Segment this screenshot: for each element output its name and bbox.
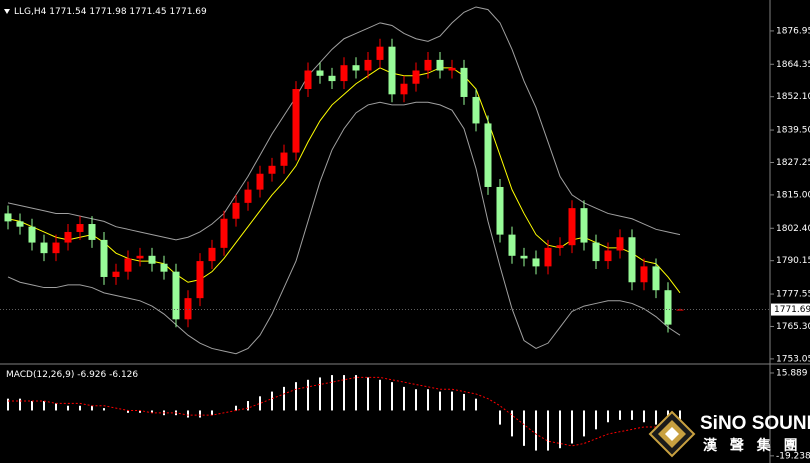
candle-body xyxy=(568,208,576,246)
candle-body xyxy=(100,239,108,277)
candle-body xyxy=(292,89,300,153)
candle-body xyxy=(76,224,84,232)
candle-body xyxy=(88,224,96,240)
candle-body xyxy=(616,237,624,251)
candle-body xyxy=(436,59,444,71)
candle-body xyxy=(496,186,504,235)
y-tick-label: 1753.05 xyxy=(776,354,810,364)
candle-body xyxy=(256,173,264,190)
header-close: 1771.69 xyxy=(170,7,207,17)
y-tick-label: 1827.25 xyxy=(776,158,810,168)
logo-core xyxy=(665,427,679,441)
overlay-line xyxy=(7,67,681,294)
candle-body xyxy=(64,231,72,243)
y-tick-label: 1777.55 xyxy=(776,290,810,300)
candle-body xyxy=(364,59,372,71)
signal-value: -6.126 xyxy=(109,370,138,380)
overlay-line xyxy=(7,101,681,355)
signal-line xyxy=(8,376,681,447)
y-tick-label: 1765.30 xyxy=(776,322,810,332)
symbol: LLG,H4 xyxy=(14,7,47,17)
candle-body xyxy=(412,70,420,84)
y-tick-label: -19.238 xyxy=(776,451,810,461)
candle-body xyxy=(376,46,384,60)
y-tick-label: 15.889 xyxy=(776,368,808,378)
current-price-label: 1771.69 xyxy=(774,305,810,315)
candle-body xyxy=(16,221,24,227)
y-tick-label: 1790.15 xyxy=(776,256,810,266)
candle-body xyxy=(652,266,660,291)
logo-name: SiNO SOUND xyxy=(700,413,810,434)
candle-body xyxy=(304,70,312,90)
candle-body xyxy=(460,67,468,97)
candle-body xyxy=(580,208,588,243)
candle-body xyxy=(244,189,252,203)
candle-body xyxy=(208,247,216,262)
logo: SiNO SOUND 漢 聲 集 團 xyxy=(648,410,810,458)
header-high: 1771.98 xyxy=(89,7,126,17)
candle-body xyxy=(556,245,564,248)
candle-body xyxy=(532,258,540,267)
candle-body xyxy=(4,213,12,222)
candle-body xyxy=(160,263,168,272)
candle-body xyxy=(28,226,36,243)
price-panel: 1876.95 1864.35 1852.10 1839.50 1827.25 1815.… xyxy=(0,6,810,364)
candle-body xyxy=(232,202,240,219)
candle-body xyxy=(112,271,120,277)
macd-title: MACD(12,26,9) xyxy=(6,370,74,380)
candle-body xyxy=(400,83,408,95)
y-tick-label: 1802.40 xyxy=(776,224,810,234)
candle-body xyxy=(52,242,60,254)
y-tick-label: 1839.50 xyxy=(776,126,810,136)
candle-body xyxy=(196,261,204,299)
candle-body xyxy=(424,59,432,71)
y-tick-label: 1864.35 xyxy=(776,60,810,70)
candle-body xyxy=(484,123,492,187)
candle-body xyxy=(676,309,684,311)
candle-body xyxy=(172,271,180,320)
candle-body xyxy=(544,247,552,267)
candle-body xyxy=(628,237,636,283)
logo-subtitle: 漢 聲 集 團 xyxy=(703,437,802,454)
candle-body xyxy=(640,266,648,283)
candle-body xyxy=(352,65,360,71)
header-low: 1771.45 xyxy=(129,7,166,17)
macd-value: -6.926 xyxy=(77,370,106,380)
candle-body xyxy=(520,255,528,259)
candle-body xyxy=(388,46,396,95)
header-triangle xyxy=(4,9,10,14)
overlay-line xyxy=(7,6,681,241)
candle-body xyxy=(328,75,336,82)
candle-body xyxy=(268,165,276,174)
candle-body xyxy=(148,255,156,264)
candle-body xyxy=(40,242,48,254)
candle-body xyxy=(592,242,600,262)
candle-body xyxy=(184,298,192,320)
y-tick-label: 1852.10 xyxy=(776,92,810,102)
header-open: 1771.54 xyxy=(49,7,86,17)
candle-body xyxy=(136,255,144,259)
current-price-box xyxy=(771,303,810,316)
y-tick-label: 1876.95 xyxy=(776,26,810,36)
macd-panel: 15.889 -19.238 xyxy=(7,368,810,461)
candle-body xyxy=(448,67,456,71)
candle-body xyxy=(604,250,612,262)
candle-body xyxy=(664,290,672,325)
candle-body xyxy=(280,152,288,166)
candle-body xyxy=(220,218,228,248)
candle-body xyxy=(508,234,516,256)
macd-header: MACD(12,26,9) -6.926 -6.126 xyxy=(6,370,138,380)
candle-body xyxy=(124,258,132,272)
candle-body xyxy=(340,65,348,82)
candle-body xyxy=(316,70,324,76)
candle-body xyxy=(472,96,480,124)
price-header: LLG,H4 1771.54 1771.98 1771.45 1771.69 xyxy=(14,7,207,17)
y-tick-label: 1815.00 xyxy=(776,190,810,200)
